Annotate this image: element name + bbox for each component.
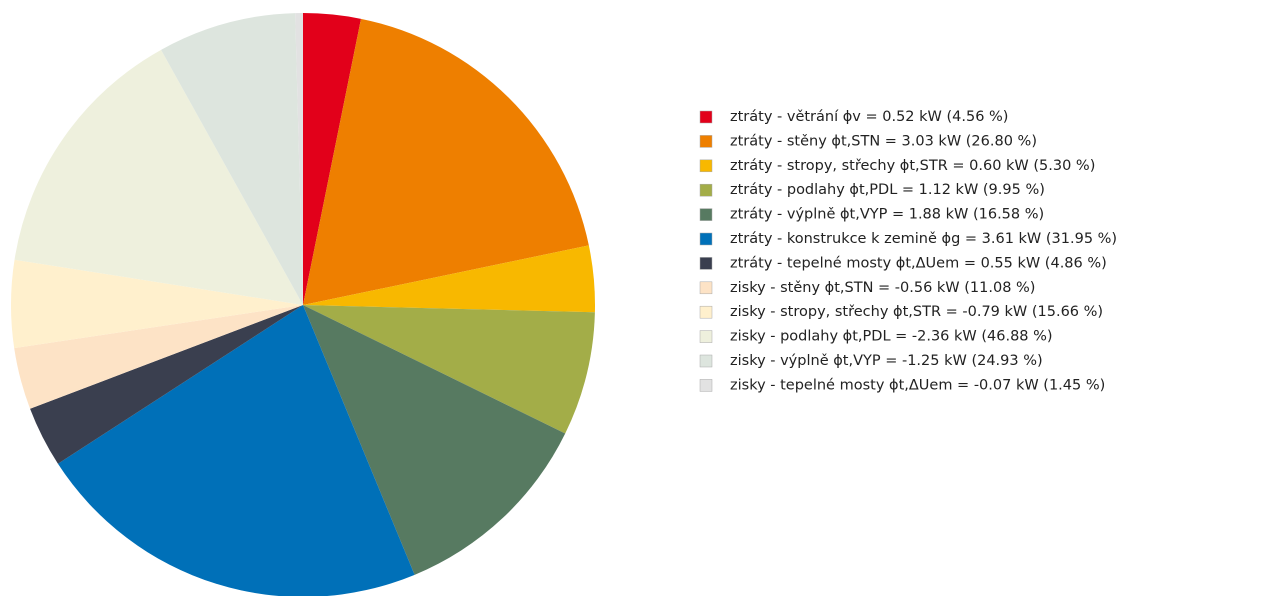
pie-slice	[57, 305, 415, 596]
legend-label: ztráty - výplně ϕt,VYP = 1.88 kW (16.58 …	[730, 207, 1044, 223]
legend-swatch	[699, 208, 713, 221]
pie-slice	[303, 305, 566, 575]
pie-slice	[30, 305, 303, 464]
legend-swatch	[699, 281, 713, 295]
legend-swatch	[699, 110, 713, 124]
pie-slice	[161, 13, 303, 305]
legend-label: ztráty - podlahy ϕt,PDL = 1.12 kW (9.95 …	[730, 182, 1045, 198]
legend-swatch	[699, 232, 713, 246]
pie-slice	[303, 245, 595, 313]
legend-label: zisky - stropy, střechy ϕt,STR = -0.79 k…	[730, 304, 1103, 320]
legend-label: ztráty - větrání ϕv = 0.52 kW (4.56 %)	[730, 109, 1008, 125]
pie-slice	[303, 305, 595, 434]
pie-slice	[303, 13, 361, 305]
legend-label: zisky - podlahy ϕt,PDL = -2.36 kW (46.88…	[730, 329, 1053, 345]
legend-label: zisky - výplně ϕt,VYP = -1.25 kW (24.93 …	[730, 353, 1043, 369]
legend-swatch	[699, 183, 713, 197]
legend-swatch	[699, 379, 713, 392]
legend-swatch	[699, 159, 713, 173]
pie-slice	[303, 18, 589, 305]
pie-slice	[14, 49, 304, 305]
legend-label: ztráty - konstrukce k zemině ϕg = 3.61 k…	[730, 231, 1117, 247]
legend-swatch	[699, 330, 713, 343]
legend-label: zisky - tepelné mosty ϕt,ΔUem = -0.07 kW…	[730, 377, 1105, 393]
legend-label: ztráty - stěny ϕt,STN = 3.03 kW (26.80 %…	[730, 133, 1037, 149]
legend-swatch	[699, 305, 713, 319]
pie-slice	[10, 259, 303, 349]
legend-label: zisky - stěny ϕt,STN = -0.56 kW (11.08 %…	[730, 280, 1035, 296]
legend-swatch	[699, 354, 713, 368]
pie-slice	[14, 305, 304, 409]
legend-label: ztráty - stropy, střechy ϕt,STR = 0.60 k…	[730, 158, 1095, 174]
pie-slice	[295, 13, 303, 305]
legend-swatch	[699, 257, 713, 270]
legend-swatch	[699, 135, 713, 148]
legend-label: ztráty - tepelné mosty ϕt,ΔUem = 0.55 kW…	[730, 255, 1107, 271]
